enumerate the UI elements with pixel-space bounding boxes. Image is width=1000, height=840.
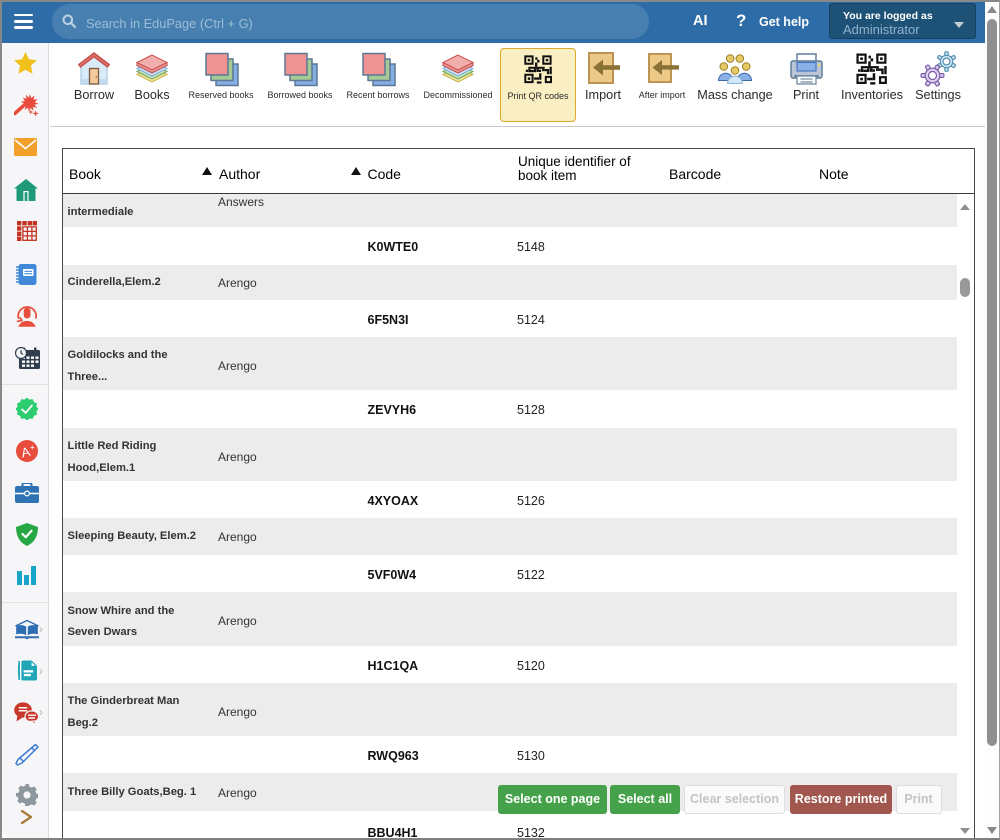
svg-text:+: + bbox=[30, 442, 35, 452]
svg-text:A: A bbox=[20, 444, 32, 461]
